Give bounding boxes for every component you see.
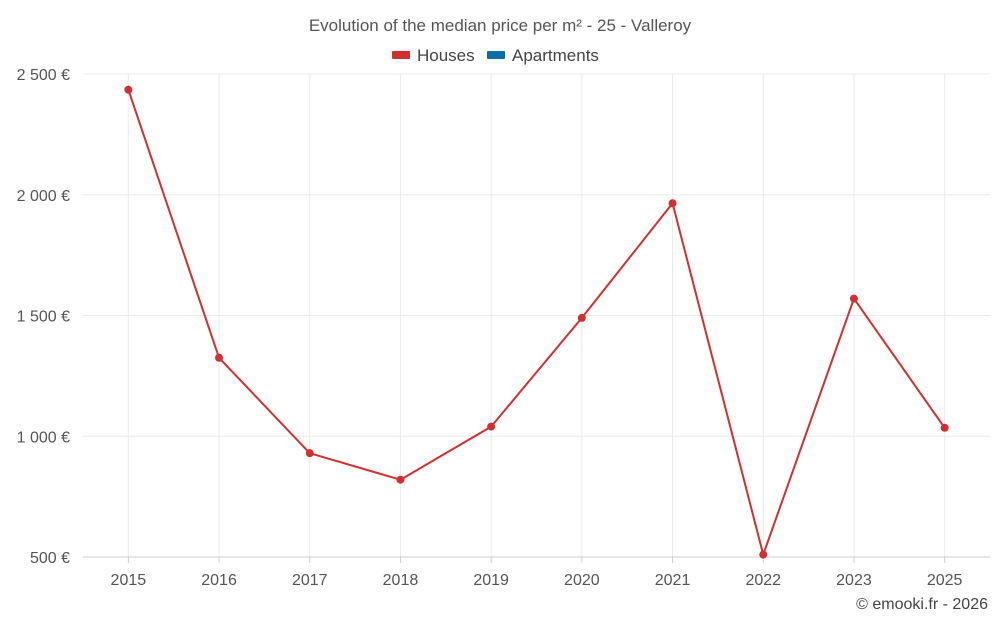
legend[interactable]: Houses Apartments [392, 46, 599, 65]
y-axis: 500 € 1 000 € 1 500 € 2 000 € 2 500 € [17, 67, 70, 567]
data-point-houses[interactable] [577, 313, 586, 322]
x-tick-label: 2015 [111, 572, 147, 589]
data-point-houses[interactable] [124, 85, 133, 94]
data-point-houses[interactable] [759, 550, 768, 559]
x-tick-label: 2023 [836, 572, 872, 589]
credit-text: © emooki.fr - 2026 [856, 596, 988, 613]
legend-label-houses: Houses [417, 46, 475, 65]
data-point-houses[interactable] [668, 199, 677, 208]
x-tick-label: 2018 [383, 572, 419, 589]
data-point-houses[interactable] [396, 475, 405, 484]
data-point-houses[interactable] [940, 423, 949, 432]
x-tick-label: 2022 [745, 572, 781, 589]
series-layer [124, 85, 949, 559]
x-axis: 2015 2016 2017 2018 2019 2020 2021 2022 2023 2025 [83, 556, 990, 589]
legend-swatch-apartments [487, 51, 505, 59]
x-tick-label: 2020 [564, 572, 600, 589]
x-tick-label: 2016 [201, 572, 237, 589]
legend-item-houses[interactable]: Houses [392, 46, 475, 65]
y-tick-label: 1 000 € [17, 429, 70, 446]
y-tick-label: 2 500 € [17, 67, 70, 84]
x-tick-label: 2021 [655, 572, 691, 589]
legend-swatch-houses [392, 51, 410, 59]
legend-label-apartments: Apartments [512, 46, 599, 65]
x-tick-label: 2025 [927, 572, 963, 589]
legend-item-apartments[interactable]: Apartments [487, 46, 599, 65]
x-tick-label: 2019 [473, 572, 509, 589]
chart-title: Evolution of the median price per m² - 2… [309, 16, 692, 35]
y-tick-label: 500 € [30, 550, 70, 567]
series-line-houses [127, 88, 946, 556]
x-tick-label: 2017 [292, 572, 328, 589]
data-point-houses[interactable] [215, 353, 224, 362]
y-tick-label: 2 000 € [17, 188, 70, 205]
data-point-houses[interactable] [849, 294, 858, 303]
data-point-houses[interactable] [305, 449, 314, 458]
data-point-houses[interactable] [487, 422, 496, 431]
gridlines [83, 73, 990, 558]
y-tick-label: 1 500 € [17, 309, 70, 326]
